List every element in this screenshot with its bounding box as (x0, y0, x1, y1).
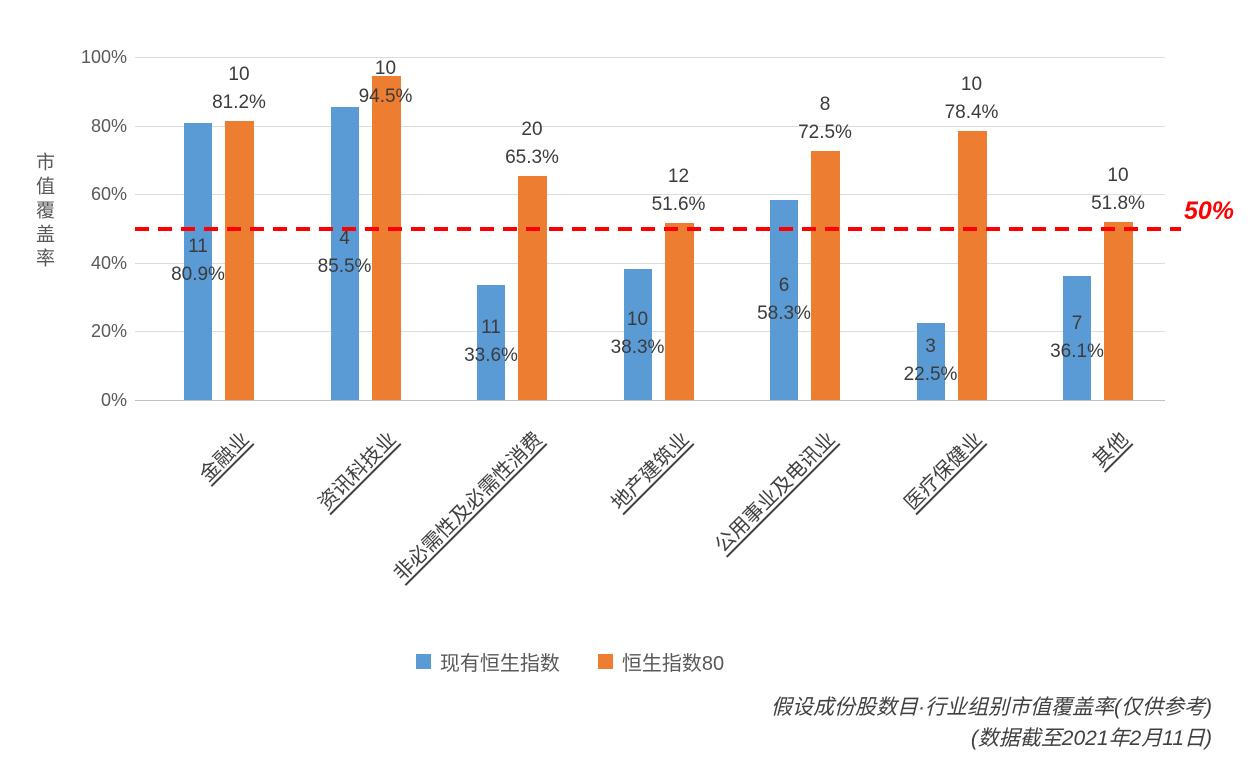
percent-label: 65.3% (505, 147, 559, 169)
count-label: 10 (374, 58, 397, 79)
legend-item-current-hsi: 现有恒生指数 (415, 647, 560, 676)
count-label: 10 (960, 74, 983, 96)
count-label: 7 (1071, 313, 1083, 335)
bar-current-hsi (477, 284, 505, 400)
count-label: 11 (481, 317, 501, 339)
data-label-hsi80: 20 65.3% (505, 116, 559, 172)
count-label: 6 (778, 275, 790, 296)
percent-label: 22.5% (903, 364, 958, 386)
y-tick-label: 100% (80, 47, 127, 67)
x-axis-line (135, 400, 1165, 401)
count-label: 10 (228, 64, 250, 86)
legend-item-hsi80: 恒生指数80 (597, 647, 725, 676)
bar-current-hsi (330, 106, 359, 400)
count-label: 3 (925, 336, 936, 358)
legend: 现有恒生指数 恒生指数80 (0, 647, 1140, 676)
bar-current-hsi (184, 122, 212, 400)
bar-hsi80 (225, 121, 254, 400)
bar-current-hsi (1063, 276, 1091, 400)
footnote: 假设成份股数目·行业组别市值覆盖率(仅供参考) (数据截至2021年2月11日) (771, 692, 1212, 754)
percent-label: 51.6% (651, 194, 706, 216)
percent-label: 72.5% (798, 122, 852, 144)
y-tick-label: 80% (90, 115, 127, 136)
count-label: 10 (1107, 165, 1129, 187)
count-label: 20 (521, 119, 543, 141)
y-axis-title: 市值覆盖率 (33, 152, 54, 272)
footnote-line-1: 假设成份股数目·行业组别市值覆盖率(仅供参考) (771, 696, 1212, 719)
count-label: 12 (667, 166, 690, 188)
count-label: 11 (188, 236, 208, 258)
percent-label: 78.4% (944, 102, 999, 124)
data-label-current-hsi: 7 36.1% (1050, 310, 1104, 366)
y-tick-label: 60% (90, 184, 127, 205)
data-label-hsi80: 8 72.5% (798, 91, 852, 147)
percent-label: 36.1% (1050, 341, 1104, 363)
data-label-current-hsi: 6 58.3% (757, 272, 811, 328)
legend-swatch-hsi80 (597, 654, 613, 669)
gridline (135, 125, 1165, 127)
percent-label: 38.3% (610, 337, 665, 359)
data-label-hsi80: 10 78.4% (945, 71, 999, 127)
legend-swatch-current-hsi (415, 654, 431, 669)
gridline (135, 57, 1165, 58)
bar-hsi80 (1104, 222, 1133, 400)
reference-line (135, 226, 1181, 231)
percent-label: 80.9% (171, 264, 225, 286)
percent-label: 94.5% (358, 86, 413, 107)
data-label-current-hsi: 4 85.5% (318, 225, 372, 281)
gridline (135, 194, 1165, 196)
bar-current-hsi (916, 322, 945, 400)
data-label-current-hsi: 11 33.6% (464, 314, 518, 370)
percent-label: 85.5% (317, 256, 372, 278)
percent-label: 81.2% (212, 92, 266, 114)
count-label: 8 (819, 94, 831, 116)
bar-hsi80 (811, 151, 840, 400)
bar-current-hsi (770, 200, 798, 400)
y-tick-label: 0% (100, 390, 127, 410)
y-tick-label: 20% (90, 321, 127, 342)
plot-area: 11 80.9% 10 81.2% 4 85.5% 10 94.5% 11 33.6% 20 65.3… (135, 55, 1170, 401)
data-label-current-hsi: 11 80.9% (171, 233, 225, 289)
gridline (135, 262, 1165, 264)
percent-label: 58.3% (757, 303, 811, 324)
data-label-current-hsi: 3 22.5% (904, 333, 958, 389)
bar-hsi80 (371, 75, 401, 400)
data-label-current-hsi: 10 38.3% (611, 306, 665, 362)
data-label-hsi80: 10 81.2% (212, 61, 266, 117)
y-tick-label: 40% (90, 252, 127, 273)
bar-hsi80 (664, 223, 694, 400)
legend-label-current-hsi: 现有恒生指数 (439, 653, 560, 675)
data-label-hsi80: 10 94.5% (359, 55, 413, 111)
count-label: 10 (626, 309, 649, 331)
reference-line-label: 50% (1184, 197, 1235, 225)
legend-label-hsi80: 恒生指数80 (621, 653, 725, 675)
footnote-line-2: (数据截至2021年2月11日) (970, 727, 1212, 750)
bar-hsi80 (957, 131, 987, 400)
percent-label: 33.6% (464, 345, 518, 367)
bar-current-hsi (623, 268, 652, 400)
bar-hsi80 (518, 176, 547, 400)
count-label: 4 (339, 228, 350, 250)
data-label-hsi80: 12 51.6% (652, 163, 706, 219)
data-label-hsi80: 10 51.8% (1091, 162, 1145, 218)
percent-label: 51.8% (1091, 193, 1145, 215)
